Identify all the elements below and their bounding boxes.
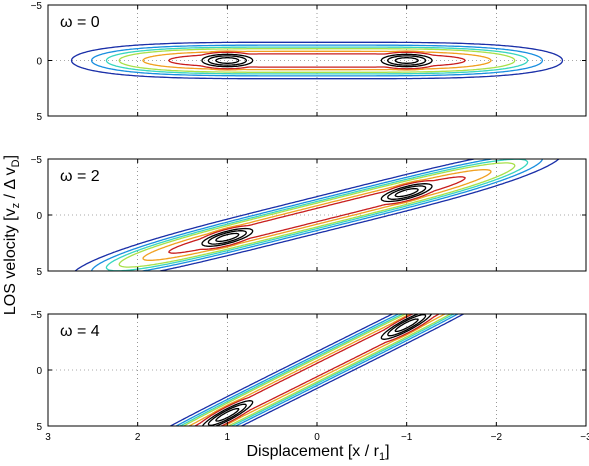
y-tick-label: 5	[36, 422, 42, 433]
x-tick-label: 0	[314, 432, 320, 443]
contour-level-0.4	[194, 314, 440, 426]
x-tick-label: 2	[135, 432, 141, 443]
x-tick-label: −3	[580, 432, 589, 443]
panel-label: ω = 2	[60, 168, 100, 185]
contour-level-0.6	[201, 314, 433, 426]
contour-level-0.9	[215, 318, 419, 422]
x-tick-label: 1	[225, 432, 231, 443]
y-tick-label: 5	[36, 112, 42, 123]
contour-level-0.05	[74, 159, 560, 271]
panel-omega-2: −5 0 5 ω = 2	[31, 155, 587, 278]
panel-label: ω = 0	[60, 14, 100, 31]
contour-level-0.9	[215, 57, 419, 64]
x-axis-label: Displacement [x / r1]	[246, 443, 389, 463]
x-tick-label: −1	[401, 432, 413, 443]
y-tick-label: −5	[31, 1, 43, 12]
contour-level-0.4	[168, 51, 466, 70]
x-tick-label: −2	[491, 432, 503, 443]
contour-level-0.75	[207, 314, 427, 426]
contour-level-0.15	[105, 159, 529, 271]
panel-omega-4: −5 0 53 2 1 0 −1 −2 −3 ω = 4	[31, 310, 589, 443]
contour-level-0.4	[168, 176, 466, 254]
contour-level-0.2	[182, 314, 452, 426]
contour-group	[74, 159, 560, 271]
contour-level-0.75	[207, 185, 427, 245]
y-tick-label: 0	[36, 366, 42, 377]
contour-level-0.1	[90, 44, 544, 77]
contour-level-0.2	[118, 162, 516, 268]
contour-level-0.05	[70, 41, 564, 80]
contour-group	[70, 41, 564, 80]
contour-level-0.3	[142, 169, 492, 261]
contour-level-0.9	[215, 187, 419, 243]
contour-level-0.15	[105, 46, 529, 75]
contour-level-0.1	[175, 314, 459, 426]
panel-omega-0: −5 0 5 ω = 0	[31, 1, 587, 123]
y-axis-label: LOS velocity [vz / Δ vD]	[2, 155, 22, 315]
y-tick-label: 0	[36, 211, 42, 222]
x-tick-label: 3	[45, 432, 51, 443]
panel-label: ω = 4	[60, 323, 100, 340]
contour-level-0.05	[169, 314, 465, 426]
contour-level-0.3	[142, 50, 492, 71]
contour-level-0.6	[201, 183, 433, 247]
y-tick-label: −5	[31, 310, 43, 321]
contour-level-0.2	[118, 48, 516, 73]
y-tick-label: 0	[36, 57, 42, 68]
contour-level-0.1	[90, 159, 544, 271]
contour-group	[169, 314, 465, 426]
y-tick-label: 5	[36, 267, 42, 278]
contour-level-0.6	[201, 53, 433, 68]
contour-level-0.3	[188, 314, 446, 426]
contour-level-0.75	[207, 55, 427, 66]
y-tick-label: −5	[31, 155, 43, 166]
